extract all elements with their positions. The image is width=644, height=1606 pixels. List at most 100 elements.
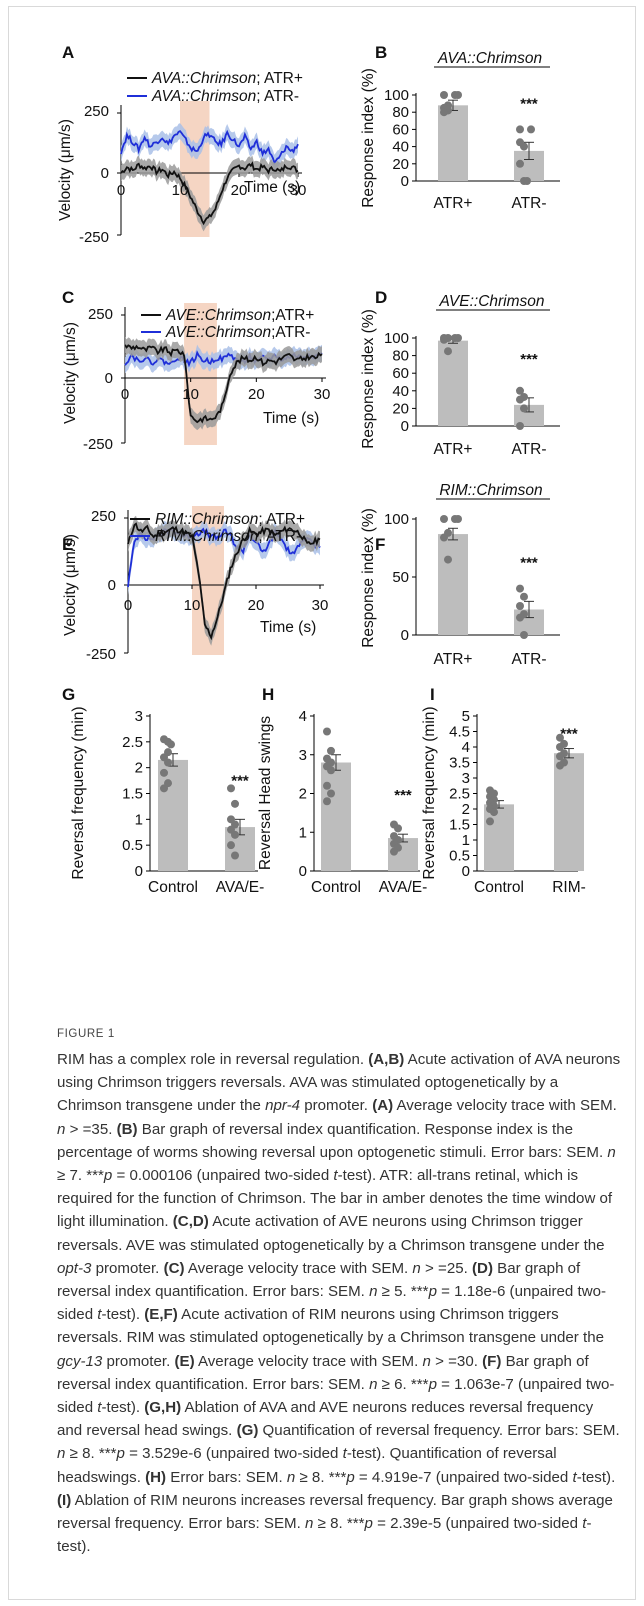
- legend-gene: RIM::Chrimson: [155, 528, 258, 545]
- y-tick-label: 0: [108, 577, 116, 594]
- y-tick-label: 4: [299, 708, 307, 725]
- caption-segment: (I): [57, 1491, 72, 1509]
- data-point: [520, 142, 528, 151]
- data-point: [231, 830, 239, 839]
- caption-segment: n: [369, 1375, 378, 1393]
- data-point: [520, 631, 528, 639]
- category-label: ATR+: [434, 441, 473, 458]
- data-point: [440, 108, 448, 117]
- sem-band-ATR+: [121, 155, 298, 232]
- y-tick-label: 20: [392, 156, 409, 173]
- panel-letter-C: C: [62, 288, 74, 307]
- data-point: [327, 746, 335, 755]
- x-tick-label: 10: [184, 597, 201, 614]
- x-tick-label: 0: [117, 182, 125, 199]
- caption-segment: (G): [236, 1422, 259, 1440]
- y-tick-label: 0.5: [122, 837, 143, 854]
- caption-segment: = 1.18e-6 (unpaired two-sided: [57, 1283, 607, 1324]
- data-point: [556, 743, 564, 751]
- panel-letter-B: B: [375, 43, 387, 62]
- caption-segment: > =30.: [430, 1352, 483, 1370]
- y-tick-label: 3.5: [449, 755, 470, 772]
- data-point: [440, 335, 448, 344]
- x-tick-label: 20: [248, 597, 265, 614]
- y-tick-label: 0: [462, 863, 470, 880]
- data-point: [327, 789, 335, 798]
- chart-title: AVA::Chrimson: [437, 50, 542, 67]
- caption-segment: Acute activation of RIM neurons using Ch…: [57, 1306, 604, 1347]
- y-tick-label: 2: [299, 786, 307, 803]
- data-point: [227, 841, 235, 850]
- data-point: [516, 613, 524, 622]
- data-point: [556, 752, 564, 761]
- caption-segment: = 0.000106 (unpaired two-sided: [112, 1167, 334, 1185]
- data-point: [440, 533, 448, 542]
- y-tick-label: 0.5: [449, 848, 470, 865]
- caption-segment: (E): [174, 1352, 195, 1370]
- caption-segment: Average velocity trace with SEM.: [393, 1097, 617, 1115]
- data-point: [516, 159, 524, 168]
- y-tick-label: 2.5: [449, 786, 470, 803]
- caption-segment: ≥ 8. ***: [65, 1445, 117, 1463]
- x-tick-label: 0: [124, 597, 132, 614]
- y-tick-label: 250: [88, 306, 113, 323]
- data-point: [516, 602, 524, 610]
- y-axis-label: Reversal frequency (min): [70, 706, 87, 879]
- caption-segment: promoter.: [91, 1259, 164, 1277]
- y-axis-label: Reversal frequency (min): [421, 706, 438, 879]
- category-label: RIM-: [552, 879, 586, 896]
- chart-title: RIM::Chrimson: [439, 482, 542, 499]
- y-tick-label: 40: [392, 139, 409, 156]
- data-point: [327, 766, 335, 775]
- caption-segment: -test). ATR: all-trans retinal, which is…: [57, 1167, 613, 1231]
- bar: [554, 753, 584, 871]
- legend-label: AVA::Chrimson; ATR+: [151, 70, 303, 87]
- x-tick-label: 30: [314, 386, 331, 403]
- caption-segment: (D): [472, 1259, 493, 1277]
- figure-frame: [8, 6, 636, 1600]
- bar: [158, 759, 188, 871]
- caption-segment: (C): [163, 1259, 185, 1277]
- caption-segment: Error bars: SEM.: [166, 1468, 287, 1486]
- figure-caption: FIGURE 1 RIM has a complex role in rever…: [57, 1026, 621, 1558]
- line-chart-E: [124, 506, 324, 655]
- legend-gene: AVA::Chrimson: [151, 88, 256, 105]
- y-tick-label: 2: [462, 801, 470, 818]
- caption-segment: p: [428, 1283, 437, 1301]
- caption-segment: p: [116, 1445, 125, 1463]
- caption-segment: -test).: [576, 1468, 616, 1486]
- bar: [321, 762, 351, 871]
- y-tick-label: 250: [84, 103, 109, 120]
- significance-marker: ***: [560, 726, 578, 743]
- data-point: [323, 727, 331, 736]
- caption-segment: Average velocity trace with SEM.: [194, 1352, 423, 1370]
- significance-marker: ***: [520, 351, 538, 368]
- caption-segment: > =25.: [420, 1259, 473, 1277]
- y-tick-label: 40: [392, 383, 409, 400]
- y-axis-label: Velocity (μm/s): [62, 322, 79, 424]
- caption-segment: ≥ 6. ***: [377, 1375, 429, 1393]
- bar: [438, 534, 468, 635]
- caption-segment: = 3.529e-6 (unpaired two-sided: [124, 1445, 343, 1463]
- x-axis-label: Time (s): [244, 179, 300, 196]
- caption-segment: (C,D): [172, 1213, 209, 1231]
- panel-letter-E: E: [62, 535, 73, 554]
- caption-segment: = 4.919e-7 (unpaired two-sided: [354, 1468, 573, 1486]
- legend-gene: AVA::Chrimson: [151, 70, 256, 87]
- caption-segment: p: [103, 1167, 113, 1185]
- x-tick-label: 30: [312, 597, 329, 614]
- y-tick-label: 0: [401, 173, 409, 190]
- sem-band-ATR+: [128, 515, 320, 646]
- data-point: [454, 91, 462, 99]
- data-point: [454, 515, 462, 523]
- category-label: Control: [474, 879, 524, 896]
- y-tick-label: -250: [86, 646, 116, 663]
- data-point: [527, 125, 535, 134]
- legend-gene: AVE::Chrimson: [165, 307, 271, 324]
- y-axis-label: Response index (%): [360, 508, 377, 648]
- caption-segment: n: [412, 1259, 421, 1277]
- y-tick-label: 100: [384, 511, 409, 528]
- data-point: [556, 761, 564, 770]
- y-tick-label: 3: [135, 708, 143, 725]
